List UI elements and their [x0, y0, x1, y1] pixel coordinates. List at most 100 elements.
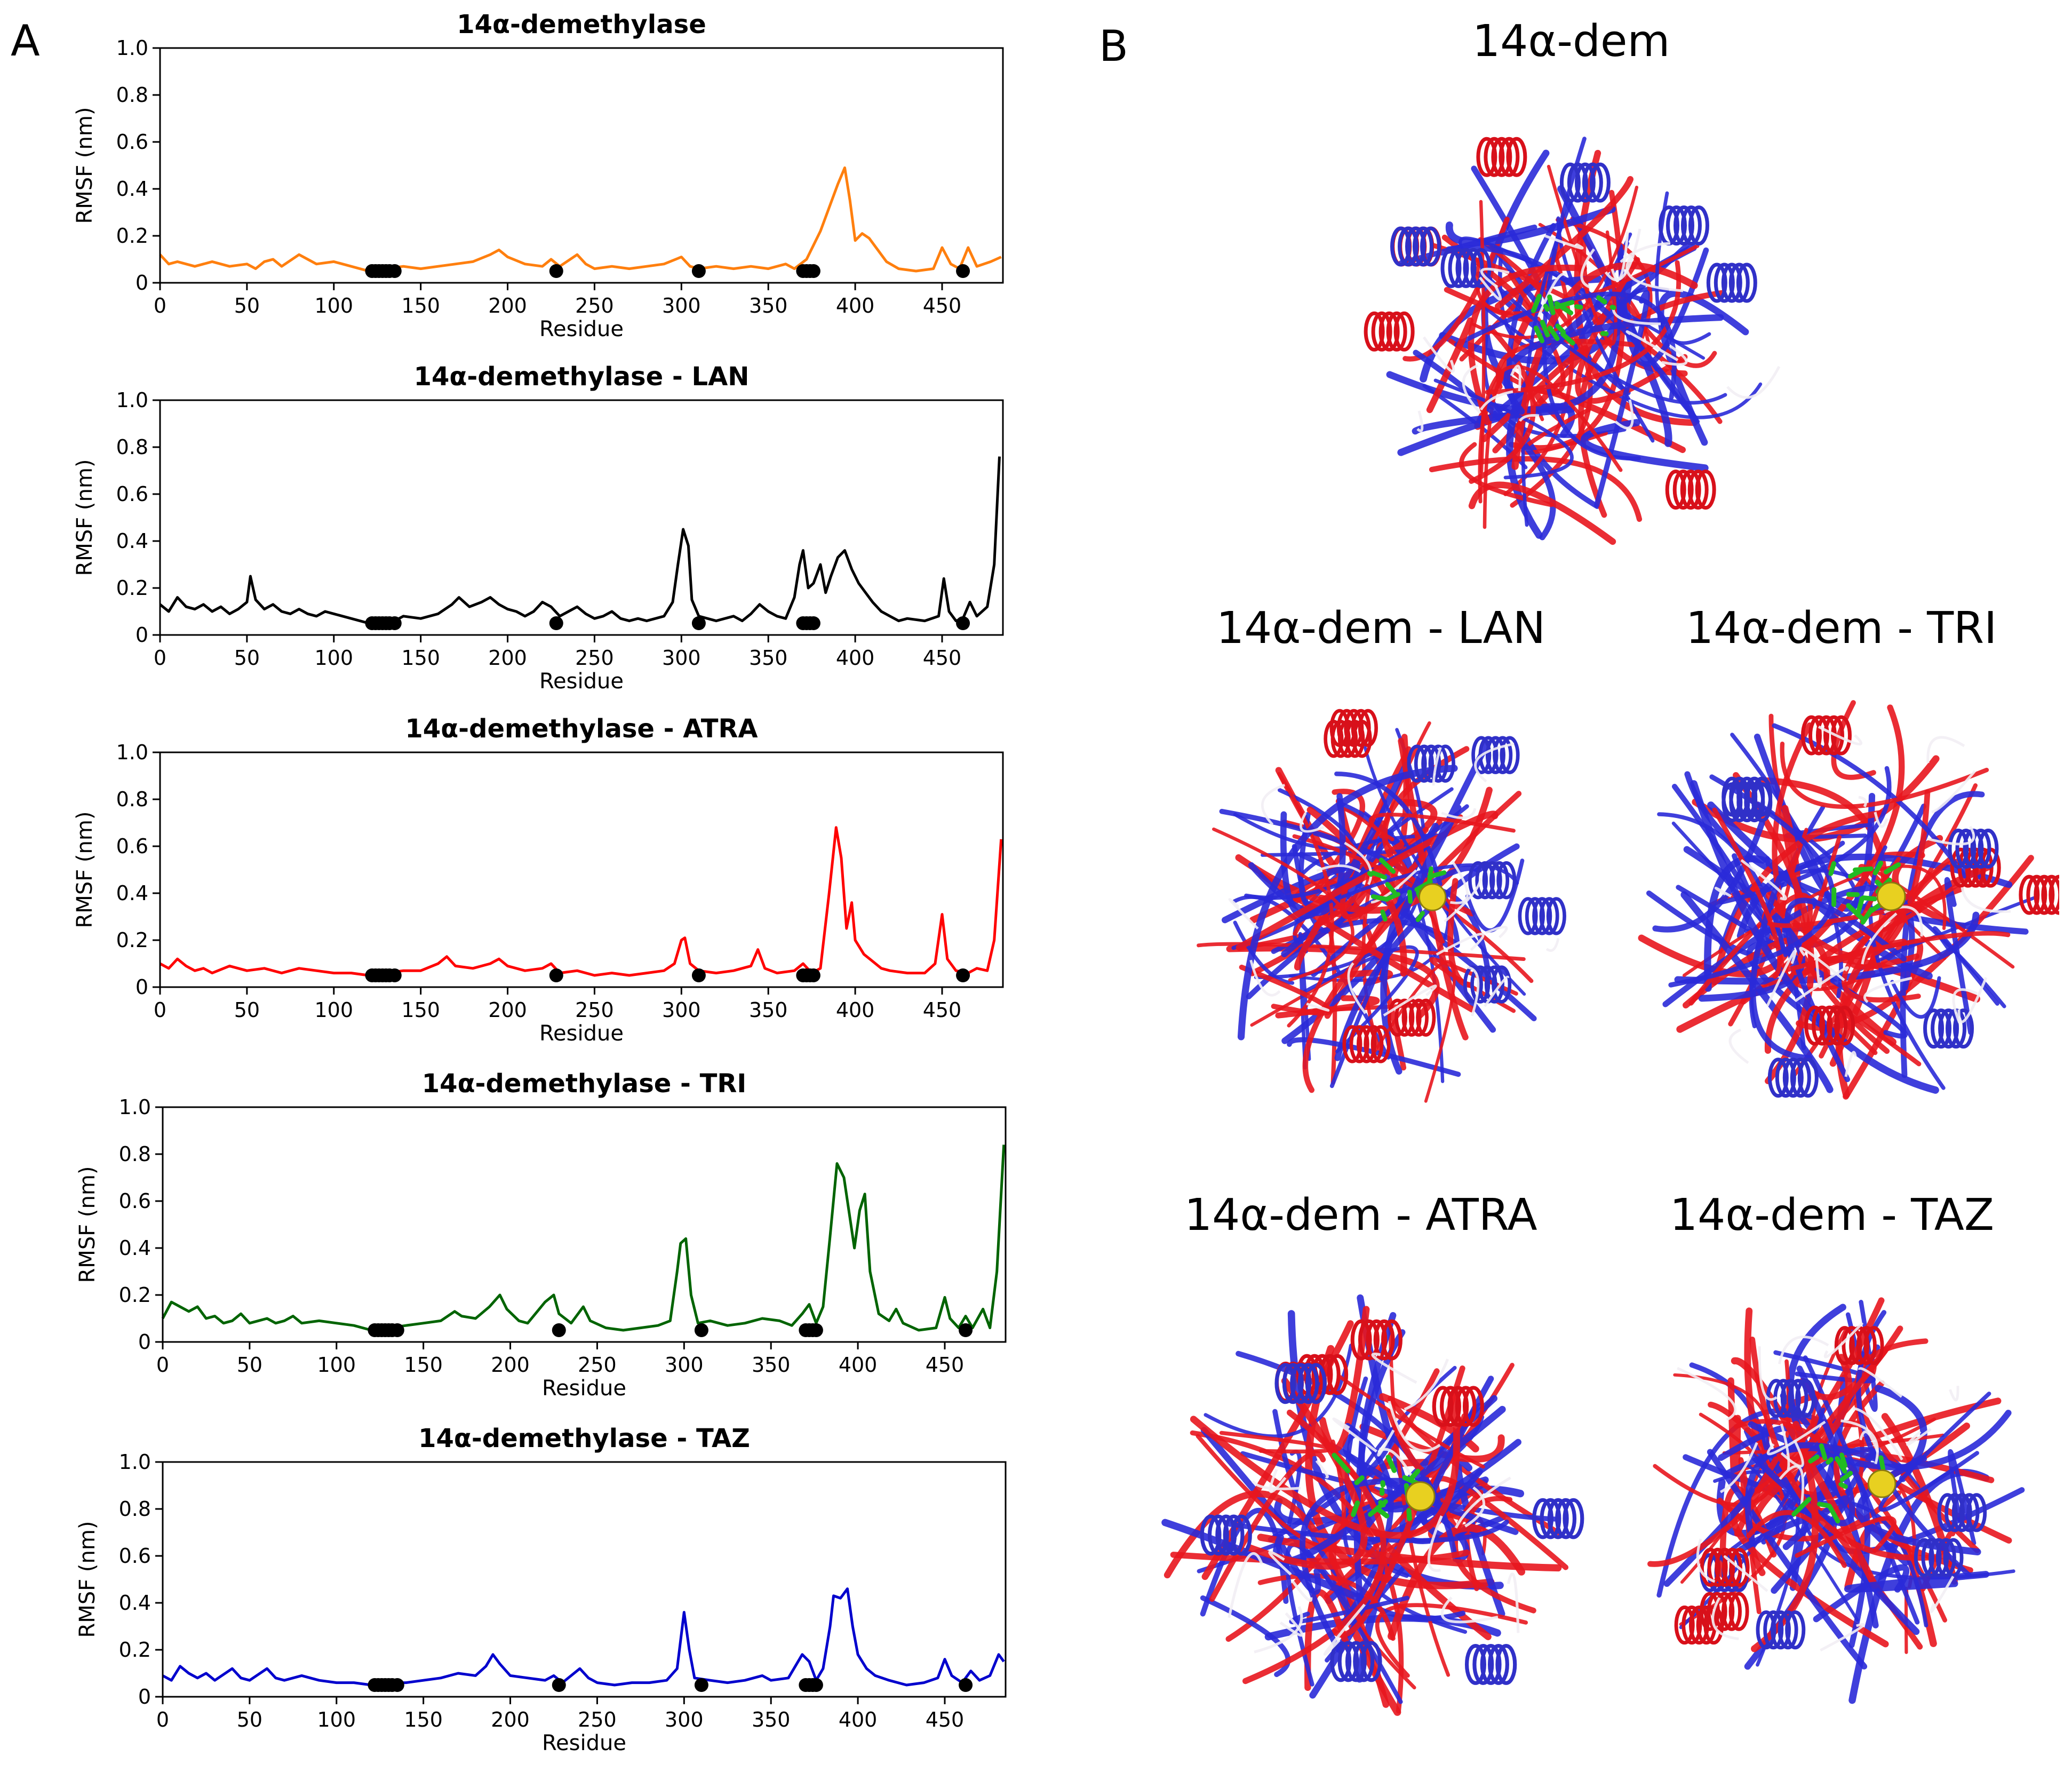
ribbon-segment — [1246, 1377, 1368, 1570]
ribbon-highlight — [1859, 1430, 1879, 1453]
ribbon-highlight — [1422, 336, 1455, 373]
ribbon-segment — [1736, 853, 2013, 940]
helix-turn — [1386, 311, 1407, 352]
heme-ligand-bond — [1380, 909, 1388, 922]
ribbon-segment — [1712, 807, 1782, 979]
helix-turn — [1729, 782, 1750, 823]
chart-2: 14α-demethylase - LAN 0 50 100 150 200 250 300 3… — [73, 362, 1004, 694]
helix-turn — [1722, 1547, 1742, 1587]
heme-ligand-bond — [1531, 293, 1542, 313]
y-axis-label: RMSF (nm) — [75, 1521, 100, 1638]
heme-ligand-bond — [1838, 1482, 1848, 1489]
ribbon-segment — [1413, 349, 1556, 541]
rmsf-charts: 14α-demethylase 0 50 100 150 200 250 300 350 400 4… — [73, 10, 1007, 1755]
residue-marker — [549, 968, 563, 982]
helix-turn — [1674, 1606, 1695, 1645]
helix-turn — [1953, 1008, 1974, 1049]
chart-4: 14α-demethylase - TRI 0 50 100 150 200 250 300 3… — [75, 1069, 1007, 1401]
x-axis-label: Residue — [539, 1021, 624, 1046]
ribbon-segment — [1948, 1449, 1977, 1546]
helix-turn — [1518, 897, 1538, 935]
ribbon-segment — [1298, 932, 1311, 1070]
ribbon-highlight — [1604, 228, 1641, 281]
ribbon-highlight — [1927, 825, 1975, 846]
helix-turn — [1546, 897, 1566, 935]
heme-ligand-bond — [1839, 1471, 1853, 1482]
ribbon-highlight — [1799, 947, 1845, 981]
helix-turn — [1540, 1498, 1561, 1539]
helix-turn — [1788, 1379, 1808, 1418]
helix-turn — [1421, 744, 1441, 783]
helix-turn — [1463, 248, 1484, 288]
helix-turn — [1935, 1538, 1956, 1577]
x-tick-label: 0 — [156, 1353, 169, 1377]
panel-b-label: B — [1099, 21, 1128, 71]
x-axis-label: Residue — [539, 669, 624, 694]
helix-turn — [1342, 1025, 1362, 1063]
helix-turn — [1290, 1363, 1312, 1404]
x-tick-label: 400 — [839, 1708, 878, 1731]
helix-turn — [1416, 998, 1436, 1037]
x-tick-label: 450 — [923, 998, 962, 1022]
residue-marker — [387, 968, 402, 982]
x-tick-label: 300 — [665, 1353, 704, 1377]
iron-atom — [1867, 1469, 1896, 1498]
helix-turn — [1207, 1514, 1229, 1556]
y-tick-label: 0.2 — [116, 576, 148, 600]
helix-turn — [1800, 715, 1822, 756]
y-tick-label: 0.6 — [119, 1544, 151, 1568]
heme-ligand-bond — [1370, 870, 1388, 880]
y-tick-label: 0.6 — [116, 482, 148, 506]
helix-turn — [1305, 1363, 1327, 1404]
x-tick-label: 200 — [488, 998, 527, 1022]
ribbon-highlight — [1316, 864, 1361, 873]
rmsf-series-line — [162, 1587, 1005, 1687]
ribbon-highlight — [1370, 869, 1417, 904]
plot-frame — [162, 1461, 1007, 1698]
residue-marker — [806, 264, 820, 278]
rmsf-series-line — [161, 1145, 1006, 1332]
ribbon-highlight — [1728, 1028, 1749, 1064]
heme-ligand-bond — [1427, 866, 1433, 885]
ribbon-highlight — [1758, 1346, 1778, 1401]
helix-turn — [1230, 1514, 1252, 1556]
y-tick-label: 0.6 — [119, 1189, 151, 1213]
ribbon-segment — [1302, 791, 1522, 1093]
residue-marker — [387, 616, 402, 630]
structure-taz — [1647, 1297, 2025, 1704]
heme-ligand-bond — [1839, 1452, 1848, 1468]
ribbon-segment — [1662, 885, 1915, 1007]
helix-turn — [2026, 875, 2047, 915]
helix-turn — [1714, 263, 1735, 303]
ribbon-segment — [1485, 260, 1681, 395]
ribbon-highlight — [1726, 365, 1781, 399]
ribbon-highlight — [1440, 1596, 1499, 1624]
ribbon-highlight — [1454, 1476, 1511, 1529]
helix-turn — [1525, 897, 1545, 935]
helix-turn — [1728, 263, 1750, 303]
helix-turn — [1555, 1498, 1577, 1539]
x-tick-label: 350 — [749, 294, 788, 317]
helix-turn — [1563, 1498, 1584, 1539]
helix-turn — [1706, 263, 1727, 303]
helix-turn — [1681, 1606, 1702, 1645]
ribbon-highlight — [1714, 886, 1732, 898]
chart-title: 14α-demethylase - TRI — [422, 1069, 746, 1099]
y-tick-label: 0.8 — [116, 83, 148, 107]
panel-a-label: A — [11, 16, 40, 66]
helix-turn — [1767, 1058, 1789, 1098]
helix-turn — [1484, 137, 1505, 177]
y-axis-label: RMSF (nm) — [73, 459, 97, 576]
y-tick-label: 1.0 — [119, 1450, 151, 1474]
y-tick-label: 1.0 — [116, 388, 148, 412]
helix-turn — [1539, 897, 1559, 935]
ribbon-highlight — [1611, 231, 1629, 281]
ribbon-segment — [1617, 243, 1709, 367]
y-tick-label: 0 — [136, 271, 148, 295]
ribbon-segment — [1733, 772, 1814, 1084]
helix-turn — [1937, 1493, 1958, 1532]
x-tick-label: 250 — [575, 646, 614, 670]
helix-turn — [1722, 782, 1743, 823]
ribbon-highlight — [1484, 975, 1510, 1007]
residue-marker — [806, 968, 820, 982]
